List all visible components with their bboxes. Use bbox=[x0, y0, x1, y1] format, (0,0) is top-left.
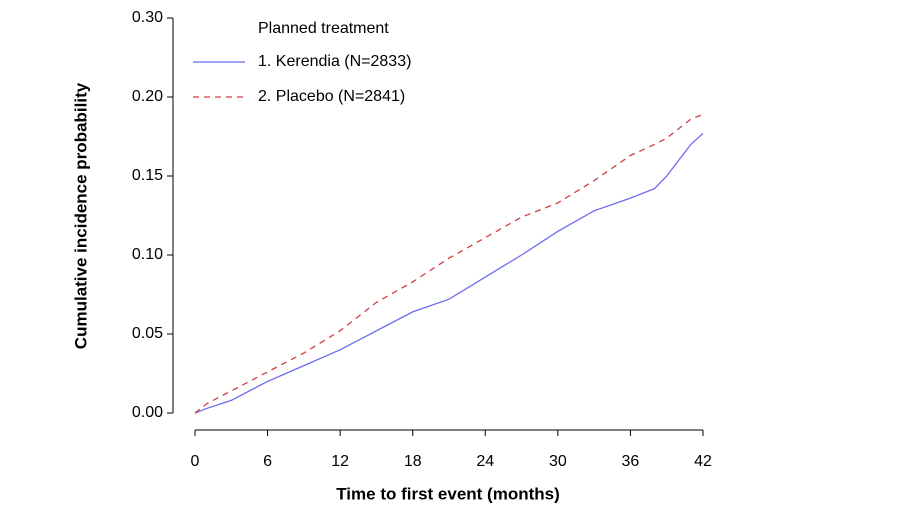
y-tick-label: 0.05 bbox=[132, 325, 163, 342]
x-tick-label: 30 bbox=[549, 453, 567, 470]
legend-label: 1. Kerendia (N=2833) bbox=[258, 53, 411, 70]
x-tick-label: 36 bbox=[622, 453, 640, 470]
series-line bbox=[194, 113, 704, 414]
x-tick-label: 18 bbox=[404, 453, 422, 470]
x-tick-label: 42 bbox=[694, 453, 712, 470]
x-tick-label: 24 bbox=[476, 453, 494, 470]
x-tick-label: 0 bbox=[191, 453, 200, 470]
x-tick-label: 6 bbox=[263, 453, 272, 470]
y-tick-label: 0.30 bbox=[132, 9, 163, 26]
y-tick-label: 0.15 bbox=[132, 167, 163, 184]
x-axis-title: Time to first event (months) bbox=[336, 484, 560, 503]
series-line bbox=[194, 132, 704, 414]
legend-title: Planned treatment bbox=[258, 20, 389, 37]
y-tick-label: 0.00 bbox=[132, 404, 163, 421]
y-axis-title: Cumulative incidence probability bbox=[71, 82, 90, 349]
y-tick-label: 0.20 bbox=[132, 88, 163, 105]
x-tick-label: 12 bbox=[331, 453, 349, 470]
legend-label: 2. Placebo (N=2841) bbox=[258, 88, 405, 105]
y-tick-label: 0.10 bbox=[132, 246, 163, 263]
